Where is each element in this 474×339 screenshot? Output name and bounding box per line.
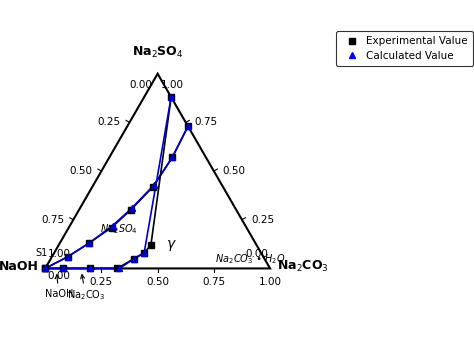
Text: 0.75: 0.75 <box>195 117 218 127</box>
Text: NaOH: NaOH <box>45 275 73 299</box>
Text: 0.50: 0.50 <box>223 166 246 176</box>
Text: 0.25: 0.25 <box>98 117 120 127</box>
Text: Na$_2$SO$_4$: Na$_2$SO$_4$ <box>100 222 138 236</box>
Text: 0.00: 0.00 <box>245 250 268 259</box>
Text: Na$_2$SO$_4$: Na$_2$SO$_4$ <box>132 45 183 60</box>
Text: 0.00: 0.00 <box>129 80 152 91</box>
Text: 0.75: 0.75 <box>202 277 226 287</box>
Text: 0.25: 0.25 <box>90 277 113 287</box>
Text: Na$_2$CO$_3$: Na$_2$CO$_3$ <box>66 275 105 302</box>
Text: Na$_2$CO$_3$: Na$_2$CO$_3$ <box>277 259 328 274</box>
Text: 0.25: 0.25 <box>251 215 274 225</box>
Text: 0.00: 0.00 <box>47 271 70 281</box>
Text: 0.50: 0.50 <box>69 166 92 176</box>
Text: NaOH: NaOH <box>0 260 38 273</box>
Text: Na$_2$CO$_3$ $\bullet$ H$_2$O: Na$_2$CO$_3$ $\bullet$ H$_2$O <box>215 252 286 265</box>
Text: 1.00: 1.00 <box>47 250 71 259</box>
Text: $\gamma$: $\gamma$ <box>166 238 176 253</box>
Text: 1.00: 1.00 <box>161 80 184 91</box>
Text: 0.75: 0.75 <box>41 215 64 225</box>
Legend: Experimental Value, Calculated Value: Experimental Value, Calculated Value <box>336 31 473 66</box>
Text: 0.50: 0.50 <box>146 277 169 287</box>
Text: S1: S1 <box>35 248 47 258</box>
Text: 1.00: 1.00 <box>258 277 282 287</box>
